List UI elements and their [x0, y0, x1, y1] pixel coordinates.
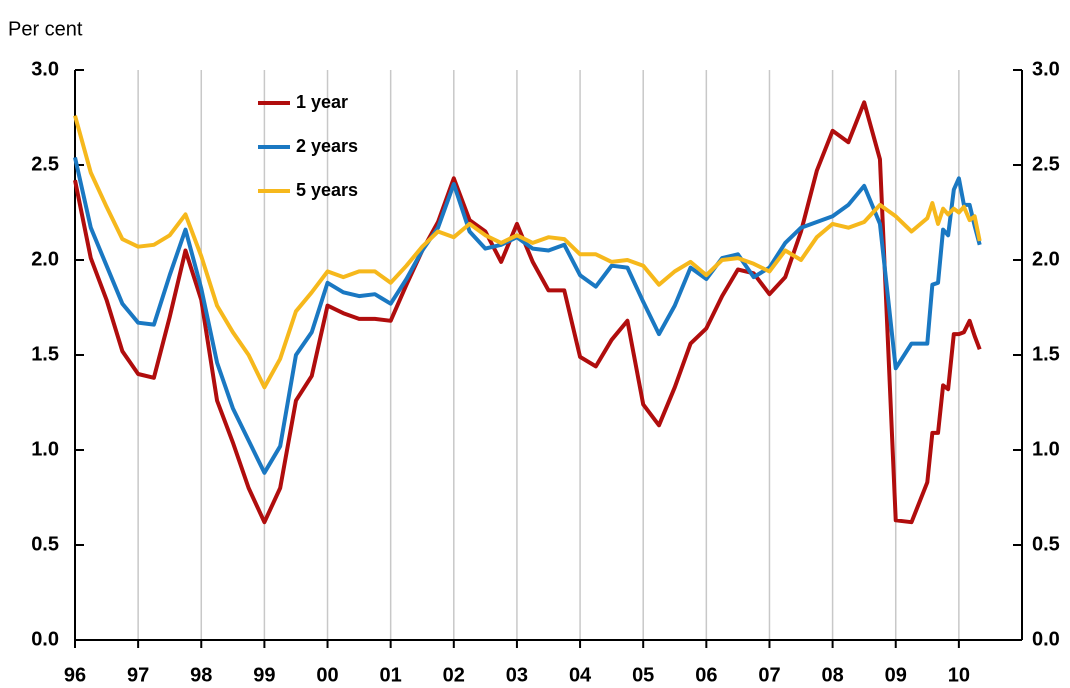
y-tick-label: 0.0	[31, 628, 59, 650]
y2-tick-label: 2.5	[1032, 153, 1060, 175]
legend-label: 1 year	[296, 92, 348, 112]
y-tick-label: 2.0	[31, 248, 59, 270]
x-tick-label: 00	[316, 664, 338, 686]
y2-tick-label: 3.0	[1032, 58, 1060, 80]
x-tick-label: 10	[948, 664, 970, 686]
line-series	[73, 115, 982, 390]
x-tick-label: 05	[632, 664, 654, 686]
y-axis-label: Per cent	[8, 18, 83, 40]
y-tick-label: 3.0	[31, 58, 59, 80]
x-tick-label: 07	[758, 664, 780, 686]
y2-tick-label: 0.5	[1032, 533, 1060, 555]
x-tick-label: 02	[443, 664, 465, 686]
legend-label: 2 years	[296, 136, 358, 156]
y2-tick-label: 2.0	[1032, 248, 1060, 270]
x-tick-label: 98	[190, 664, 212, 686]
y2-tick-label: 1.5	[1032, 343, 1060, 365]
x-tick-label: 99	[253, 664, 275, 686]
x-tick-label: 96	[64, 664, 86, 686]
y-tick-label: 1.5	[31, 343, 59, 365]
y-tick-label: 0.5	[31, 533, 59, 555]
y2-tick-label: 1.0	[1032, 438, 1060, 460]
line-series	[73, 156, 982, 475]
x-tick-label: 03	[506, 664, 528, 686]
y-tick-label: 1.0	[31, 438, 59, 460]
legend-label: 5 years	[296, 180, 358, 200]
x-tick-label: 01	[380, 664, 402, 686]
x-tick-label: 97	[127, 664, 149, 686]
y-tick-label: 2.5	[31, 153, 59, 175]
y2-tick-label: 0.0	[1032, 628, 1060, 650]
x-tick-label: 08	[821, 664, 843, 686]
line-series	[73, 100, 982, 525]
x-tick-label: 09	[885, 664, 907, 686]
x-tick-label: 06	[695, 664, 717, 686]
x-tick-label: 04	[569, 664, 592, 686]
